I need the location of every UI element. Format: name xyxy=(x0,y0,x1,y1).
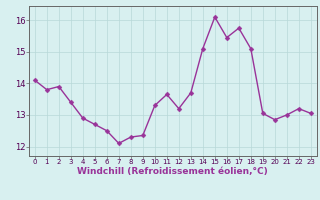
X-axis label: Windchill (Refroidissement éolien,°C): Windchill (Refroidissement éolien,°C) xyxy=(77,167,268,176)
